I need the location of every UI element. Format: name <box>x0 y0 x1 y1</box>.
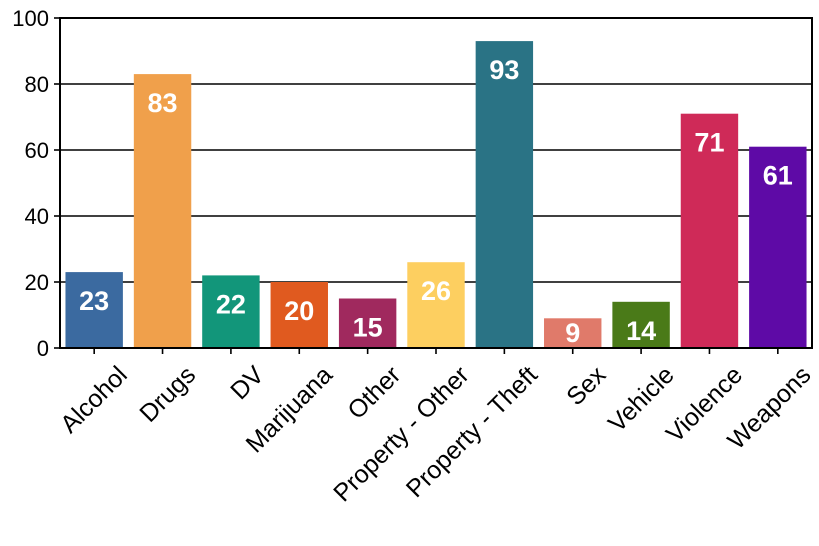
data-label-vehicle: 14 <box>626 316 656 346</box>
x-label-other: Other <box>342 361 406 425</box>
data-label-alcohol: 23 <box>79 286 109 316</box>
bar-property-other <box>407 262 465 348</box>
y-tick-label: 20 <box>25 270 49 295</box>
data-label-other: 15 <box>353 313 383 343</box>
data-labels: 23 83 22 20 15 26 93 9 14 71 61 <box>79 55 793 348</box>
data-label-marijuana: 20 <box>284 296 314 326</box>
bar-violence <box>680 113 739 348</box>
data-label-sex: 9 <box>565 318 580 348</box>
bars <box>65 41 807 348</box>
data-label-drugs: 83 <box>148 88 178 118</box>
data-label-property-other: 26 <box>421 276 451 306</box>
bar-sex <box>544 318 602 348</box>
bar-dv <box>202 275 260 348</box>
y-tick-label: 60 <box>25 138 49 163</box>
x-label-drugs: Drugs <box>134 361 201 428</box>
bar-alcohol <box>65 272 123 348</box>
x-label-dv: DV <box>225 361 270 406</box>
data-label-dv: 22 <box>216 289 246 319</box>
data-label-violence: 71 <box>694 128 724 158</box>
y-tick-label: 0 <box>37 336 49 361</box>
y-axis-tick-labels: 0 20 40 60 80 100 <box>12 6 49 361</box>
y-tick-label: 40 <box>25 204 49 229</box>
data-label-weapons: 61 <box>763 161 793 191</box>
bar-drugs <box>133 74 192 348</box>
x-label-sex: Sex <box>561 361 612 412</box>
bar-marijuana <box>270 282 328 348</box>
bar-other <box>338 298 397 348</box>
data-label-property-theft: 93 <box>489 55 519 85</box>
y-tick-label: 100 <box>12 6 49 31</box>
bar-weapons <box>749 146 807 348</box>
y-tick-label: 80 <box>25 72 49 97</box>
bar-property-theft <box>475 41 534 348</box>
x-label-alcohol: Alcohol <box>55 361 133 439</box>
bar-vehicle <box>612 301 670 348</box>
